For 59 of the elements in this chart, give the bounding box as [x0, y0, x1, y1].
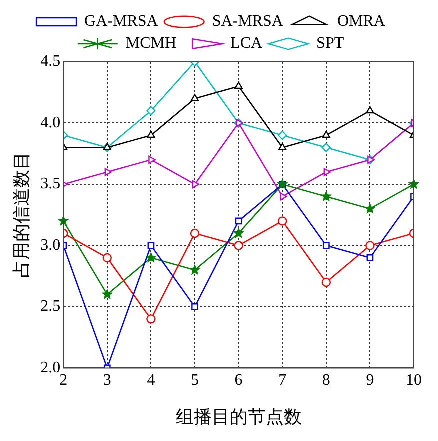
point: [147, 130, 156, 138]
point: [320, 190, 332, 202]
x-tick-label: 7: [278, 372, 287, 390]
point: [324, 168, 331, 176]
x-axis-title: 组播目的节点数: [176, 406, 302, 427]
point: [278, 143, 287, 150]
point: [102, 253, 112, 263]
point: [322, 143, 331, 152]
point: [278, 216, 288, 226]
point: [364, 202, 376, 214]
point: [233, 227, 245, 238]
point: [234, 241, 244, 250]
legend-label: LCA: [230, 35, 263, 52]
y-tick-label: 2.0: [40, 359, 61, 376]
legend-label: SA-MRSA: [212, 13, 284, 30]
y-axis-title: 占用的信道数目: [12, 152, 32, 278]
x-tick-label: 10: [406, 372, 422, 390]
point: [189, 264, 201, 276]
y-tick-label: 3.5: [40, 176, 61, 193]
point: [148, 242, 155, 250]
point: [234, 82, 243, 90]
legend-label: MCMH: [126, 35, 177, 52]
x-tick-label: 4: [147, 372, 156, 390]
point: [146, 106, 156, 116]
point: [190, 94, 200, 102]
point: [276, 178, 288, 190]
point: [145, 252, 157, 263]
y-tick-label: 3.0: [40, 236, 61, 254]
x-tick-label: 3: [103, 372, 112, 390]
point: [366, 254, 374, 262]
point: [190, 228, 200, 238]
legend-label: OMRA: [337, 13, 386, 30]
point: [192, 180, 200, 189]
point: [103, 143, 112, 150]
point: [104, 168, 112, 176]
y-tick-label: 4.0: [40, 114, 61, 132]
x-tick-label: 6: [234, 372, 243, 390]
point: [322, 242, 330, 250]
legend-label: SPT: [316, 35, 344, 52]
point: [236, 119, 244, 128]
point: [322, 130, 330, 138]
x-tick-label: 2: [60, 372, 68, 390]
point: [278, 130, 288, 140]
x-tick-label: 5: [191, 372, 199, 390]
point: [192, 304, 198, 310]
point: [146, 314, 156, 324]
legend-label: GA-MRSA: [84, 13, 159, 30]
point: [280, 192, 288, 201]
point: [366, 106, 374, 114]
y-tick-label: 2.5: [40, 298, 61, 316]
point: [322, 278, 331, 288]
point: [235, 218, 242, 225]
point: [102, 288, 114, 300]
x-tick-label: 8: [322, 372, 330, 390]
point: [366, 241, 375, 250]
point: [148, 156, 156, 164]
point: [368, 156, 375, 164]
x-tick-label: 9: [366, 372, 374, 390]
y-tick-label: 4.5: [40, 53, 61, 70]
